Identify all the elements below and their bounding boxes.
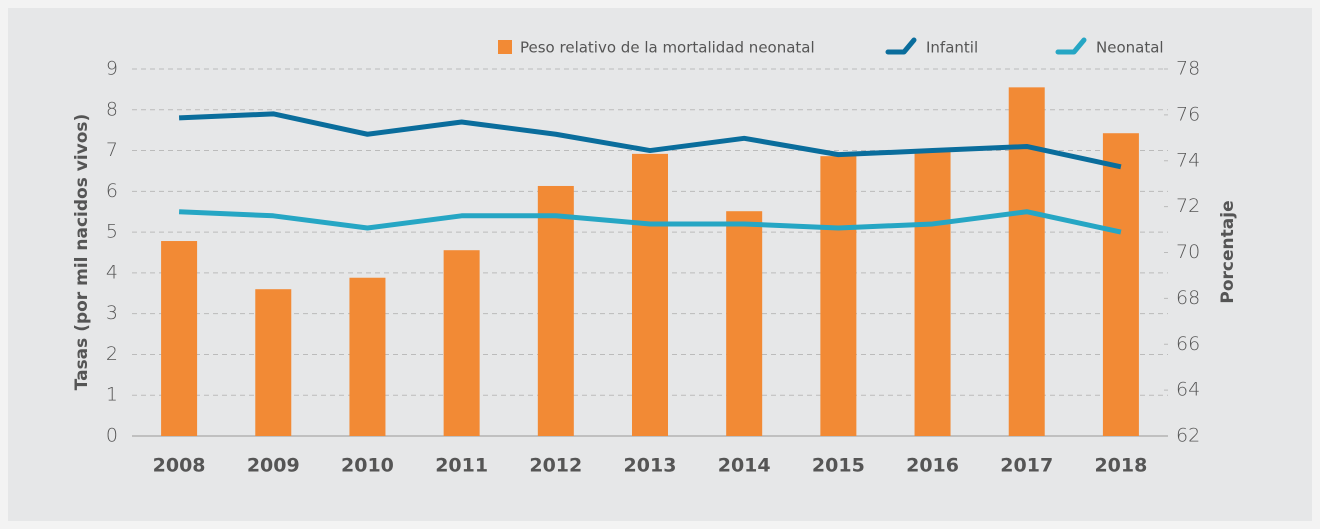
y2-tick-label: 66 [1176,333,1200,355]
x-tick-label: 2010 [341,455,394,477]
legend-swatch [1055,37,1087,55]
y-tick-label: 4 [106,261,118,283]
y2-tick-label: 68 [1176,287,1200,309]
y-tick-label: 0 [106,425,118,447]
x-tick-label: 2008 [153,455,206,477]
y2-axis-title: Porcentaje [1218,200,1238,303]
y-tick-label: 1 [106,384,118,406]
y-tick-label: 5 [106,221,118,243]
bar [1102,133,1139,436]
x-tick-label: 2013 [624,455,677,477]
legend-swatch [885,37,917,55]
y-tick-label: 3 [106,302,118,324]
x-tick-label: 2017 [1000,455,1053,477]
bar [443,250,480,436]
y2-tick-label: 74 [1176,149,1200,171]
bar [1008,87,1045,436]
x-tick-label: 2015 [812,455,865,477]
y-tick-label: 7 [106,139,118,161]
x-tick-label: 2012 [529,455,582,477]
x-tick-label: 2009 [247,455,300,477]
y-axis-title: Tasas (por mil nacidos vivos) [72,114,92,391]
y2-tick-label: 70 [1176,241,1200,263]
y2-tick-label: 78 [1176,58,1200,80]
bar [349,277,386,436]
y2-tick-label: 62 [1176,425,1200,447]
y-tick-label: 9 [106,58,118,80]
y-tick-label: 6 [106,180,118,202]
bar [820,156,857,436]
legend-label: Neonatal [1096,39,1164,57]
bar [726,211,763,436]
x-tick-label: 2018 [1094,455,1147,477]
line [178,209,1122,235]
bar [537,185,574,436]
y-tick-label: 2 [106,343,118,365]
legend-label: Peso relativo de la mortalidad neonatal [520,39,815,57]
bar [632,153,668,436]
bar [914,151,951,436]
y2-tick-label: 64 [1176,379,1200,401]
x-tick-label: 2014 [718,455,771,477]
bar [161,241,198,436]
bar [255,289,292,436]
y2-tick-label: 76 [1176,103,1200,125]
y2-tick-label: 72 [1176,195,1200,217]
x-tick-label: 2011 [435,455,488,477]
y-tick-label: 8 [106,98,118,120]
line [178,111,1122,170]
x-tick-label: 2016 [906,455,959,477]
legend-label: Infantil [926,39,978,57]
legend-swatch [498,40,512,54]
